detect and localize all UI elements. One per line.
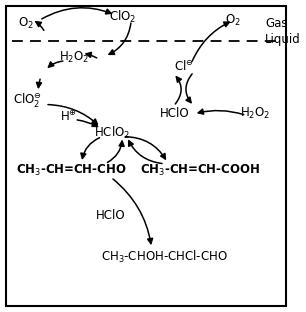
Text: O$_2$: O$_2$: [18, 16, 34, 31]
Text: Cl$^{\ominus}$: Cl$^{\ominus}$: [174, 60, 194, 74]
Text: Gas: Gas: [265, 17, 288, 30]
Text: H$^{\oplus}$: H$^{\oplus}$: [60, 110, 77, 124]
Text: H$_2$O$_2$: H$_2$O$_2$: [59, 50, 90, 65]
Text: H$_2$O$_2$: H$_2$O$_2$: [240, 106, 270, 121]
Text: HClO: HClO: [96, 209, 126, 222]
Text: HClO: HClO: [160, 107, 190, 120]
Text: ClO$_2^{\ominus}$: ClO$_2^{\ominus}$: [13, 91, 42, 109]
Text: CH$_3$-CH=CH-COOH: CH$_3$-CH=CH-COOH: [140, 163, 260, 178]
Text: CH$_3$-CHOH-CHCl-CHO: CH$_3$-CHOH-CHCl-CHO: [101, 249, 228, 266]
Text: Liquid: Liquid: [265, 32, 301, 46]
Text: O$_2$: O$_2$: [226, 13, 241, 28]
Text: ClO$_2$: ClO$_2$: [109, 9, 136, 25]
Text: CH$_3$-CH=CH-CHO: CH$_3$-CH=CH-CHO: [16, 163, 127, 178]
Text: HClO$_2$: HClO$_2$: [94, 124, 130, 141]
